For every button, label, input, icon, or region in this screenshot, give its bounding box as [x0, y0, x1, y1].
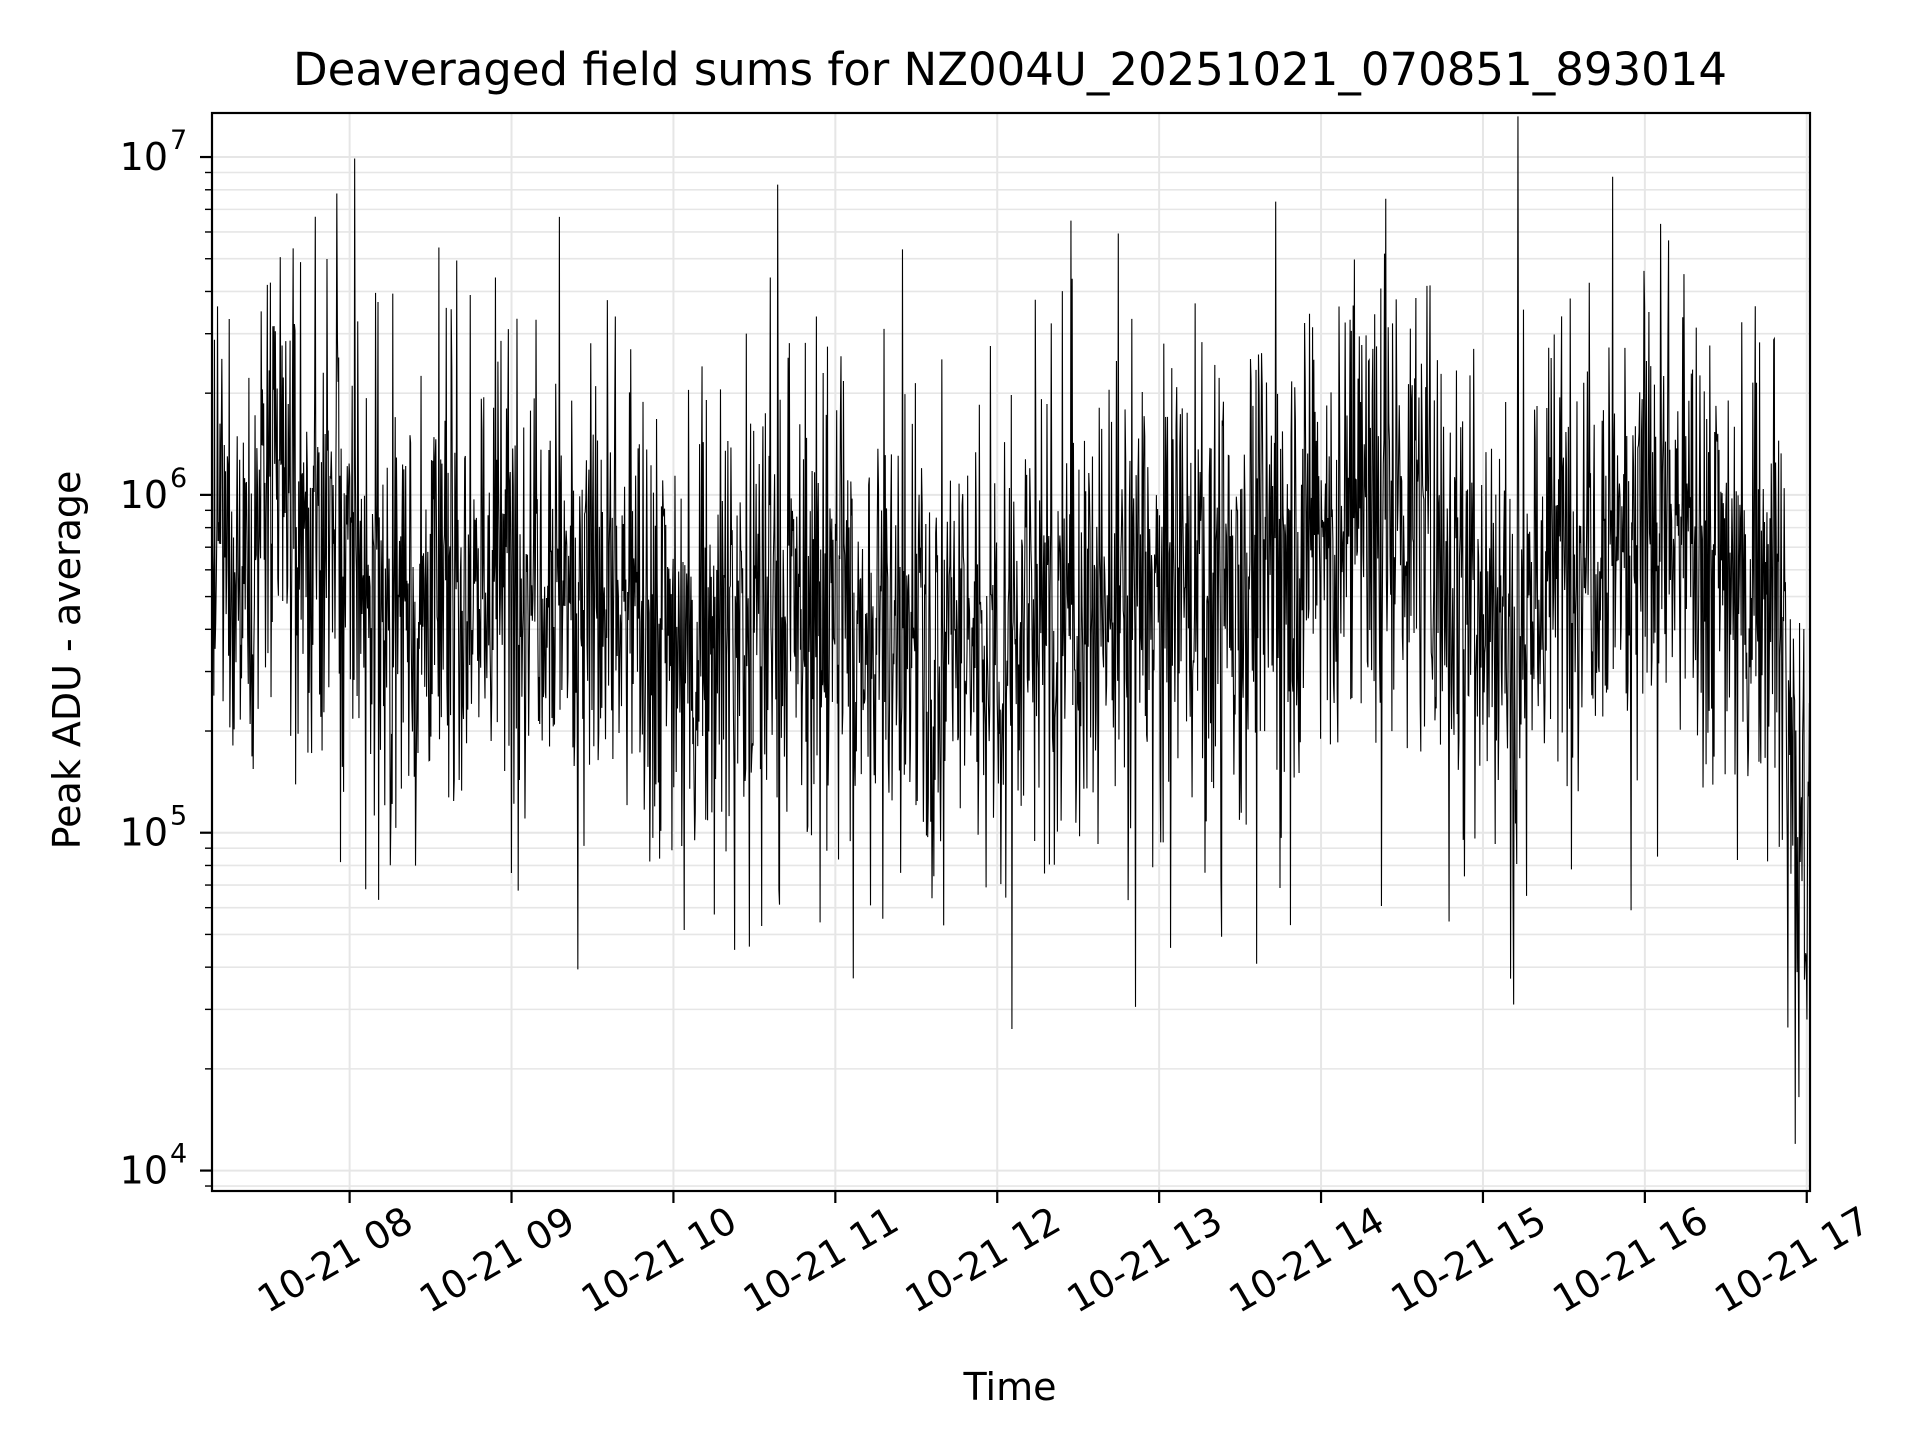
plot-frame	[210, 111, 1812, 1193]
chart-title: Deaveraged field sums for NZ004U_2025102…	[293, 43, 1727, 96]
y-tick-exponent: 4	[170, 1139, 187, 1170]
y-tick-label: 10 4	[120, 1139, 188, 1193]
y-tick-base: 10	[120, 135, 168, 179]
y-tick-label: 10 7	[120, 125, 188, 179]
y-tick-exponent: 5	[170, 801, 187, 832]
y-tick-base: 10	[120, 811, 168, 855]
y-tick-label: 10 6	[120, 463, 188, 517]
y-tick-base: 10	[120, 473, 168, 517]
x-axis-label: Time	[963, 1365, 1057, 1409]
series-layer	[211, 116, 1811, 1144]
y-tick-exponent: 6	[170, 463, 187, 494]
y-tick-label: 10 5	[120, 801, 188, 855]
y-axis-label: Peak ADU - average	[45, 471, 89, 850]
y-tick-exponent: 7	[170, 125, 187, 156]
y-tick-base: 10	[120, 1149, 168, 1193]
series-line	[211, 116, 1811, 1144]
